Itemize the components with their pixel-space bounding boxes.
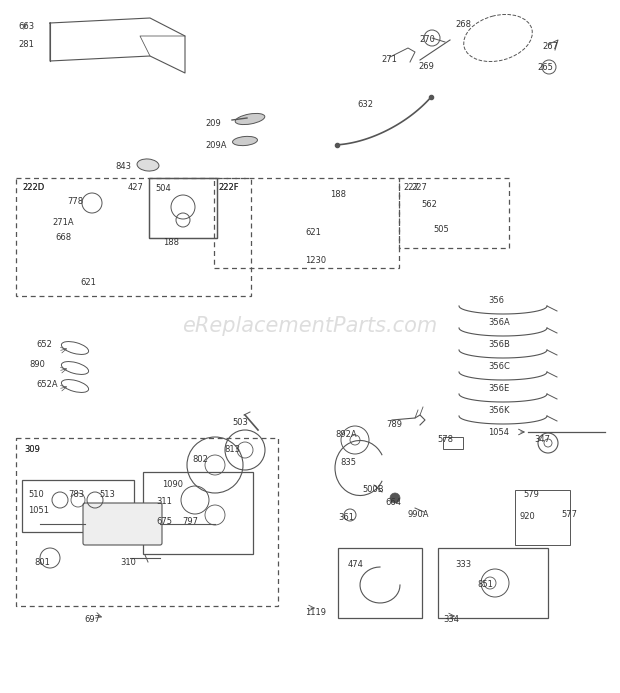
Text: 361: 361 (338, 513, 354, 522)
Text: 664: 664 (385, 498, 401, 507)
Bar (399, 178, 509, 248)
Text: 1119: 1119 (305, 608, 326, 617)
Text: 578: 578 (437, 435, 453, 444)
Text: 356: 356 (488, 296, 504, 305)
Text: 356C: 356C (488, 362, 510, 371)
Text: 267: 267 (542, 42, 558, 51)
Text: 500B: 500B (362, 485, 384, 494)
Text: 504: 504 (155, 184, 170, 193)
Text: 222D: 222D (22, 183, 44, 192)
Text: 797: 797 (182, 517, 198, 526)
Text: 843: 843 (115, 162, 131, 171)
Text: 579: 579 (523, 490, 539, 499)
Text: 265: 265 (537, 63, 553, 72)
Text: 621: 621 (305, 228, 321, 237)
Text: 209A: 209A (205, 141, 226, 150)
FancyBboxPatch shape (83, 503, 162, 545)
Text: 309: 309 (24, 445, 40, 454)
Text: 334: 334 (443, 615, 459, 624)
Text: 632: 632 (357, 100, 373, 109)
Text: 356K: 356K (488, 406, 510, 415)
Text: 309: 309 (24, 445, 40, 454)
Ellipse shape (232, 137, 257, 146)
Text: 663: 663 (18, 22, 34, 31)
Text: 783: 783 (68, 490, 84, 499)
Bar (443, 437, 463, 449)
Text: 270: 270 (419, 35, 435, 44)
Text: 851: 851 (477, 580, 493, 589)
Text: 990A: 990A (408, 510, 430, 519)
Text: 778: 778 (67, 197, 83, 206)
Bar (515, 490, 570, 545)
Text: 209: 209 (205, 119, 221, 128)
Text: 890: 890 (29, 360, 45, 369)
Text: 356B: 356B (488, 340, 510, 349)
Text: 652A: 652A (36, 380, 58, 389)
Text: 813: 813 (224, 445, 240, 454)
Bar (338, 548, 422, 618)
Text: 227: 227 (411, 183, 427, 192)
Text: 510: 510 (28, 490, 44, 499)
Bar (16, 178, 251, 296)
Text: 356A: 356A (488, 318, 510, 327)
Text: 697: 697 (84, 615, 100, 624)
Text: 802: 802 (192, 455, 208, 464)
Ellipse shape (235, 114, 265, 125)
Text: 668: 668 (55, 233, 71, 242)
Text: 621: 621 (80, 278, 96, 287)
Text: 271: 271 (381, 55, 397, 64)
Text: 269: 269 (418, 62, 434, 71)
Text: 562: 562 (421, 200, 437, 209)
Text: 333: 333 (455, 560, 471, 569)
Text: 835: 835 (340, 458, 356, 467)
Text: 281: 281 (18, 40, 34, 49)
Bar (22, 480, 134, 532)
Text: 311: 311 (156, 497, 172, 506)
Text: 577: 577 (561, 510, 577, 519)
Text: 505: 505 (433, 225, 449, 234)
Bar (16, 438, 278, 606)
Text: 892A: 892A (335, 430, 356, 439)
Ellipse shape (137, 159, 159, 171)
Bar (149, 178, 217, 238)
Text: 347: 347 (534, 435, 550, 444)
Text: 474: 474 (348, 560, 364, 569)
Text: 1054: 1054 (488, 428, 509, 437)
Text: 1230: 1230 (305, 256, 326, 265)
Text: 222F: 222F (218, 183, 239, 192)
Text: 920: 920 (519, 512, 534, 521)
Text: 356E: 356E (488, 384, 509, 393)
Text: 188: 188 (330, 190, 346, 199)
Bar (438, 548, 548, 618)
Text: 427: 427 (128, 183, 144, 192)
Text: 652: 652 (36, 340, 52, 349)
Text: 271A: 271A (52, 218, 74, 227)
Text: eReplacementParts.com: eReplacementParts.com (182, 317, 438, 337)
Text: 789: 789 (386, 420, 402, 429)
Text: 188: 188 (163, 238, 179, 247)
Text: 1051: 1051 (28, 506, 49, 515)
Text: 1090: 1090 (162, 480, 183, 489)
Bar (143, 472, 253, 554)
Bar (214, 178, 399, 268)
Circle shape (390, 493, 400, 503)
Text: 801: 801 (34, 558, 50, 567)
Text: 310: 310 (120, 558, 136, 567)
Text: 503: 503 (232, 418, 248, 427)
Text: 227: 227 (403, 183, 419, 192)
Text: 222F: 222F (218, 183, 239, 192)
Text: 222D: 222D (22, 183, 44, 192)
Text: 675: 675 (156, 517, 172, 526)
Text: 513: 513 (99, 490, 115, 499)
Text: 268: 268 (455, 20, 471, 29)
